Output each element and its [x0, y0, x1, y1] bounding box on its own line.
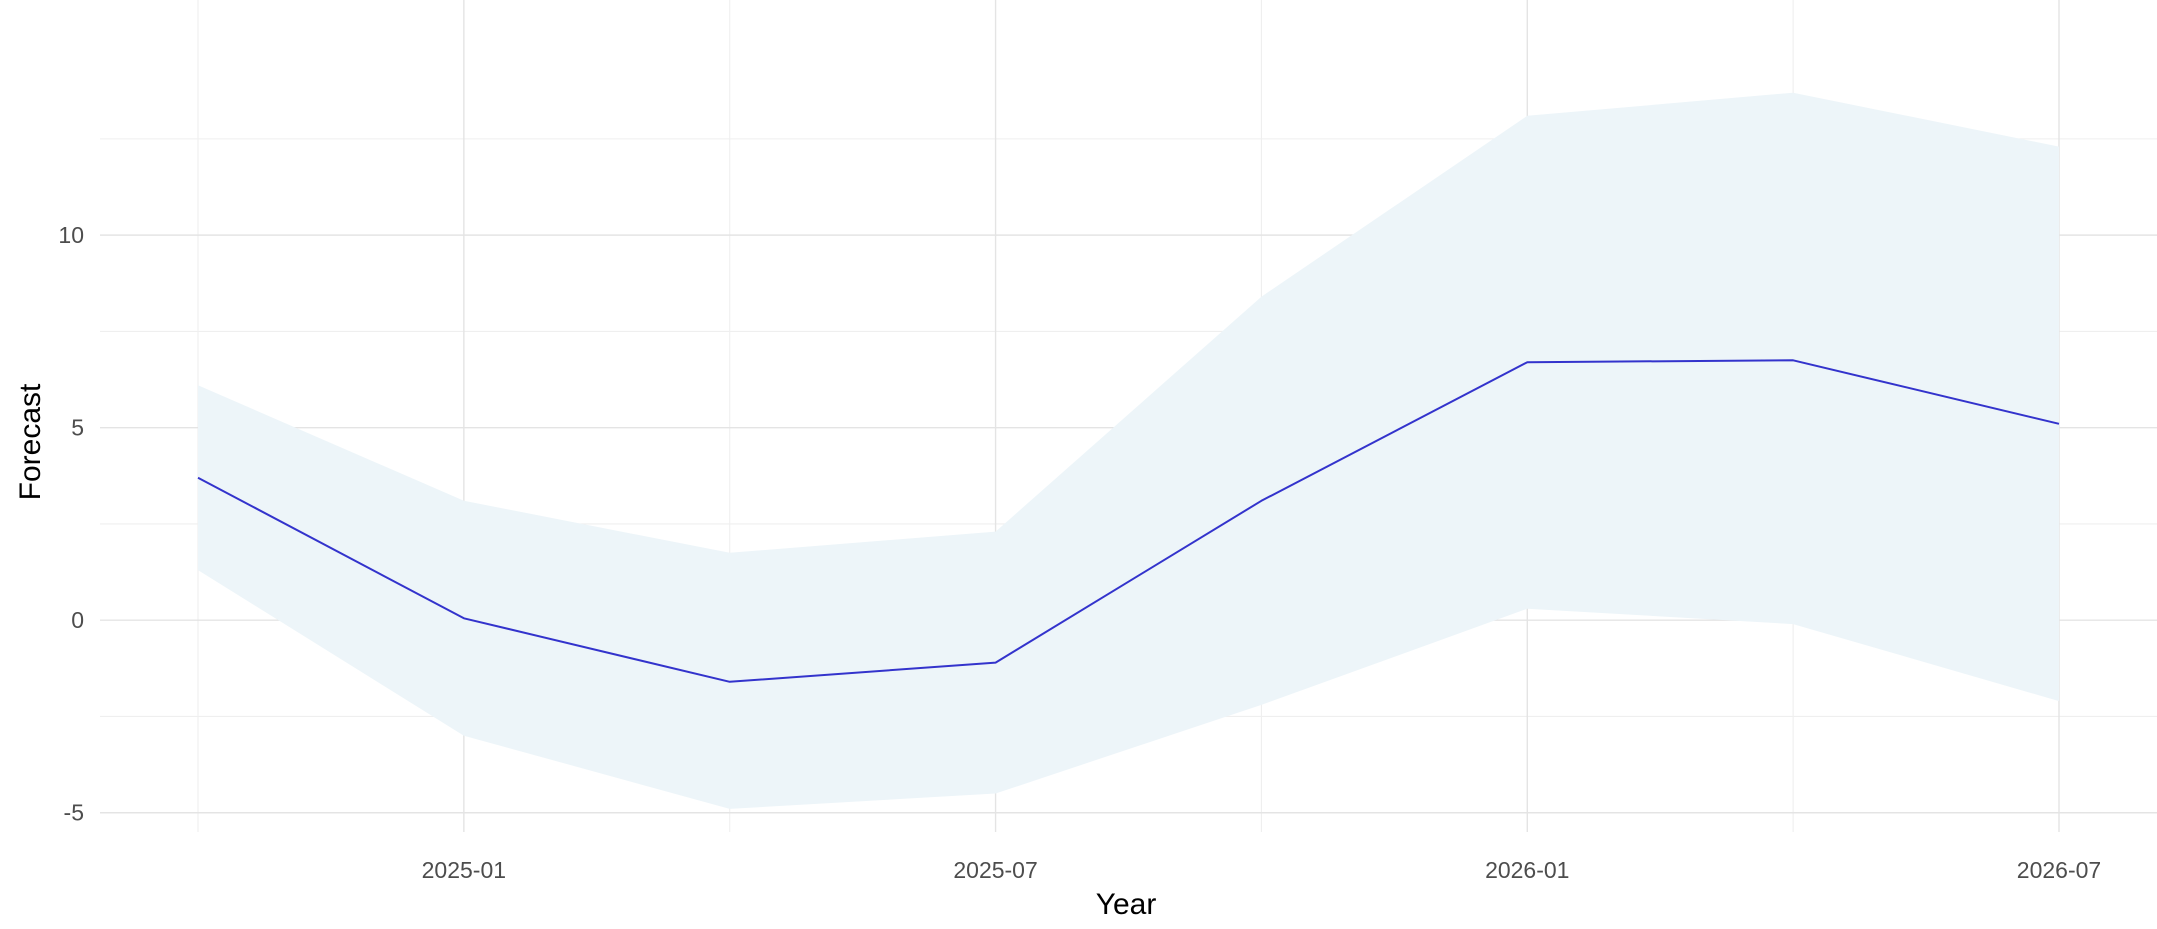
x-axis-title: Year [1096, 888, 1157, 921]
y-tick-label: 5 [71, 415, 84, 441]
y-tick-label: 0 [71, 607, 84, 633]
y-tick-label: -5 [64, 800, 84, 826]
confidence-band [198, 92, 2059, 809]
x-tick-label: 2025-07 [953, 857, 1037, 883]
x-tick-label: 2026-07 [2017, 857, 2101, 883]
forecast-line [197, 359, 2060, 683]
y-axis-tick-labels: -5 0 5 10 [58, 222, 84, 826]
x-axis-tick-labels: 2025-01 2025-07 2026-01 2026-07 [422, 857, 2102, 883]
forecast-line-layer [197, 359, 2060, 683]
x-tick-label: 2025-01 [422, 857, 506, 883]
confidence-band-layer [198, 92, 2059, 809]
y-axis-title: Forecast [14, 383, 47, 500]
y-tick-label: 10 [58, 222, 84, 248]
x-tick-label: 2026-01 [1485, 857, 1569, 883]
